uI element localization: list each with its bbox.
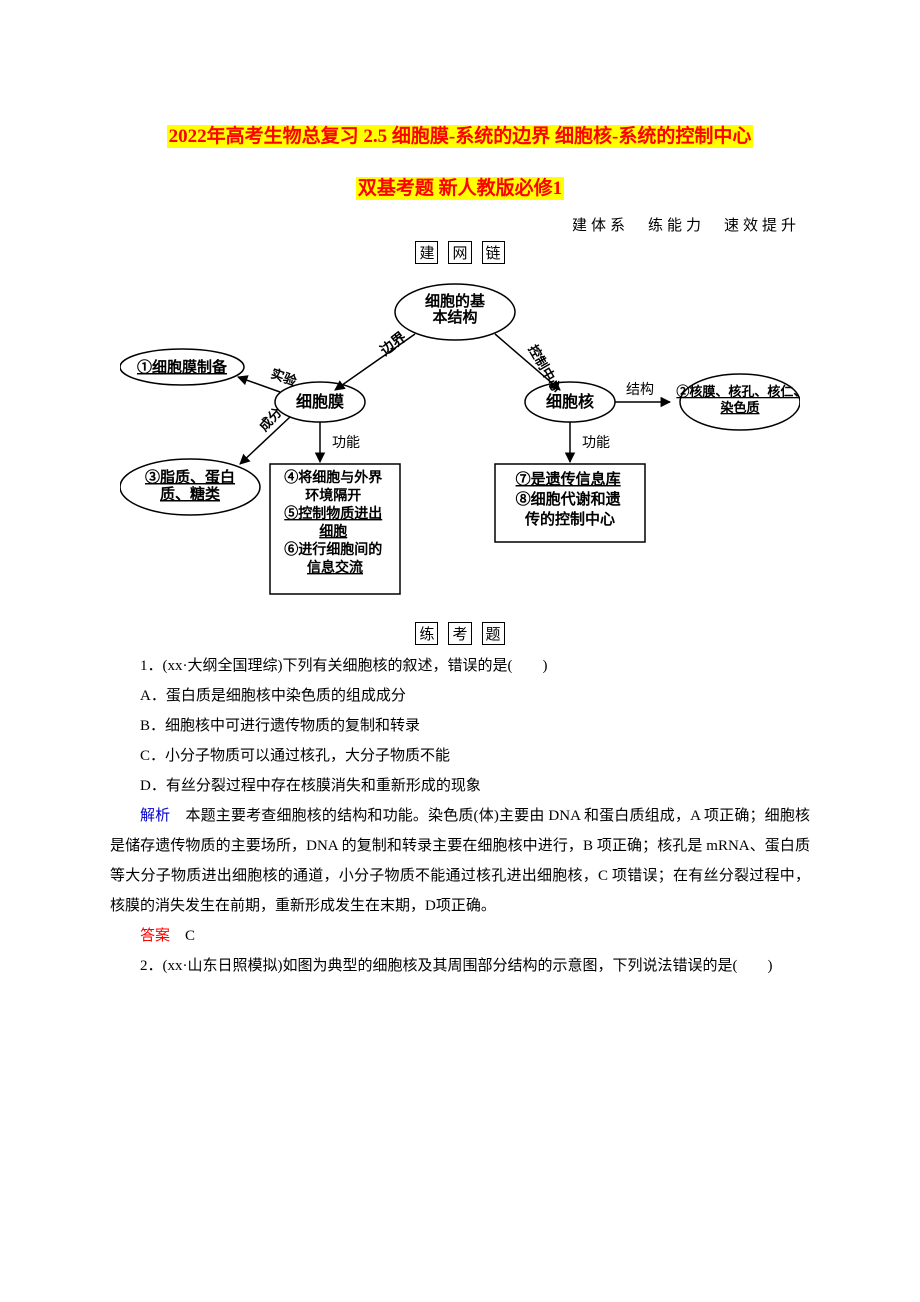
main-title-line2: 双基考题 新人教版必修1 <box>356 177 564 200</box>
svg-text:⑦是遗传信息库 ⑧细胞代谢和遗 传的: ⑦是遗传信息库 ⑧细胞代谢和遗 传的控制中心 <box>516 470 625 528</box>
svg-text:④将细胞与外界 环境隔开 ⑤控制物质: ④将细胞与外界 环境隔开 ⑤控制物质进出 细胞 ⑥进行细胞间的 信息交流 <box>284 469 386 576</box>
q1-stem: 1．(xx·大纲全国理综)下列有关细胞核的叙述，错误的是( ) <box>110 651 810 681</box>
svg-text:①细胞膜制备: ①细胞膜制备 <box>137 358 228 376</box>
boxed-char: 考 <box>448 622 471 645</box>
svg-text:细胞核: 细胞核 <box>546 392 594 411</box>
svg-text:边界: 边界 <box>377 329 410 360</box>
analysis-label: 解析 <box>140 808 170 824</box>
analysis-text: 本题主要考查细胞核的结构和功能。染色质(体)主要由 DNA 和蛋白质组成，A 项… <box>110 808 810 914</box>
boxed-char: 题 <box>482 622 505 645</box>
question-2: 2．(xx·山东日照模拟)如图为典型的细胞核及其周围部分结构的示意图，下列说法错… <box>110 951 810 981</box>
boxed-char: 网 <box>448 241 471 264</box>
concept-diagram: 细胞的基本结构 边界 控制中心 细胞膜 细胞核 ①细胞膜制备 实验 ③脂质、蛋白… <box>120 272 800 612</box>
svg-text:功能: 功能 <box>332 435 360 451</box>
q1-optA: A．蛋白质是细胞核中染色质的组成成分 <box>110 681 810 711</box>
answer-label: 答案 <box>140 928 170 944</box>
boxed-char: 练 <box>415 622 438 645</box>
answer-text: C <box>170 928 195 944</box>
right-note: 建体系 练能力 速效提升 <box>110 214 810 235</box>
svg-text:成分: 成分 <box>256 405 285 434</box>
section-build-label: 建 网 链 <box>110 241 810 264</box>
q1-optD: D．有丝分裂过程中存在核膜消失和重新形成的现象 <box>110 771 810 801</box>
svg-text:结构: 结构 <box>626 382 654 398</box>
subtitle-block: 双基考题 新人教版必修1 <box>110 172 810 206</box>
svg-text:细胞的基本结构: 细胞的基本结构 <box>425 292 486 326</box>
main-title-line1: 2022年高考生物总复习 2.5 细胞膜-系统的边界 细胞核-系统的控制中心 <box>167 125 754 148</box>
q1-optC: C．小分子物质可以通过核孔，大分子物质不能 <box>110 741 810 771</box>
q1-analysis: 解析 本题主要考查细胞核的结构和功能。染色质(体)主要由 DNA 和蛋白质组成，… <box>110 801 810 921</box>
svg-text:控制中心: 控制中心 <box>525 343 564 396</box>
svg-text:细胞膜: 细胞膜 <box>296 392 344 411</box>
document-page: 2022年高考生物总复习 2.5 细胞膜-系统的边界 细胞核-系统的控制中心 双… <box>0 0 920 1302</box>
section-practice-label: 练 考 题 <box>110 622 810 645</box>
title-block: 2022年高考生物总复习 2.5 细胞膜-系统的边界 细胞核-系统的控制中心 <box>110 120 810 154</box>
boxed-char: 链 <box>482 241 505 264</box>
question-1: 1．(xx·大纲全国理综)下列有关细胞核的叙述，错误的是( ) A．蛋白质是细胞… <box>110 651 810 951</box>
q2-stem: 2．(xx·山东日照模拟)如图为典型的细胞核及其周围部分结构的示意图，下列说法错… <box>110 951 810 981</box>
q1-answer: 答案 C <box>110 921 810 951</box>
svg-text:②核膜、核孔、核仁、 染色质: ②核膜、核孔、核仁、 染色质 <box>676 384 800 415</box>
q1-optB: B．细胞核中可进行遗传物质的复制和转录 <box>110 711 810 741</box>
svg-text:③脂质、蛋白质、糖类: ③脂质、蛋白质、糖类 <box>145 468 235 503</box>
boxed-char: 建 <box>415 241 438 264</box>
svg-text:功能: 功能 <box>582 435 610 451</box>
